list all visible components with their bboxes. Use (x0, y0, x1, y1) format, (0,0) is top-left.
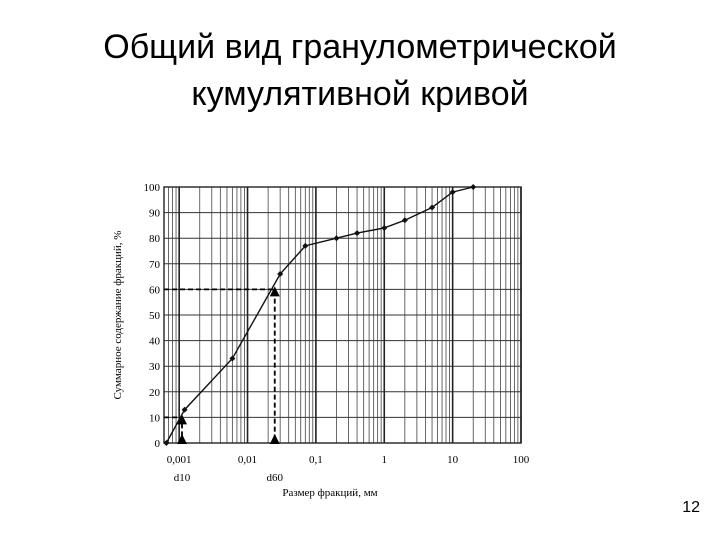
data-point (354, 230, 361, 237)
data-point (381, 224, 388, 231)
y-tick-label: 30 (149, 361, 161, 373)
y-tick-label: 40 (149, 336, 161, 348)
x-tick-label: 0,001 (167, 454, 192, 466)
title-line: кумулятивной кривой (191, 75, 528, 113)
x-axis-label: Размер фракций, мм (282, 487, 377, 499)
data-point (429, 204, 436, 211)
y-axis-label: Суммарное содержание фракций, % (112, 231, 124, 400)
y-tick-label: 60 (149, 284, 161, 296)
data-point (333, 235, 340, 242)
y-tick-label: 70 (149, 259, 161, 271)
data-point (470, 184, 477, 190)
page-number: 12 (682, 499, 700, 516)
data-line (165, 186, 474, 444)
data-point (181, 406, 188, 413)
guide-line (164, 288, 276, 443)
title-line: Общий вид гранулометрической (103, 28, 616, 66)
annotation-label: d10 (174, 472, 191, 484)
y-tick-label: 100 (144, 182, 161, 194)
x-tick-label: 100 (513, 454, 530, 466)
x-tick-label: 10 (447, 454, 459, 466)
y-tick-label: 50 (149, 310, 161, 322)
y-tick-label: 20 (149, 387, 161, 399)
data-point (401, 217, 408, 224)
marker-triangle (176, 414, 187, 425)
y-tick-label: 10 (149, 412, 161, 424)
y-tick-label: 90 (149, 208, 161, 220)
plot-frame (163, 186, 522, 444)
data-point (163, 440, 170, 446)
data-point (449, 189, 456, 196)
data-point (302, 242, 309, 249)
marker-triangle (176, 434, 187, 444)
data-point (229, 355, 236, 362)
data-point (277, 271, 284, 278)
annotation-label: d60 (266, 472, 283, 484)
x-tick-label: 0,01 (238, 454, 257, 466)
marker-triangle (269, 286, 280, 297)
y-tick-label: 80 (149, 233, 161, 245)
y-tick-label: 0 (155, 438, 161, 450)
marker-triangle (269, 434, 280, 444)
x-tick-label: 1 (382, 454, 388, 466)
x-tick-label: 0,1 (309, 454, 323, 466)
